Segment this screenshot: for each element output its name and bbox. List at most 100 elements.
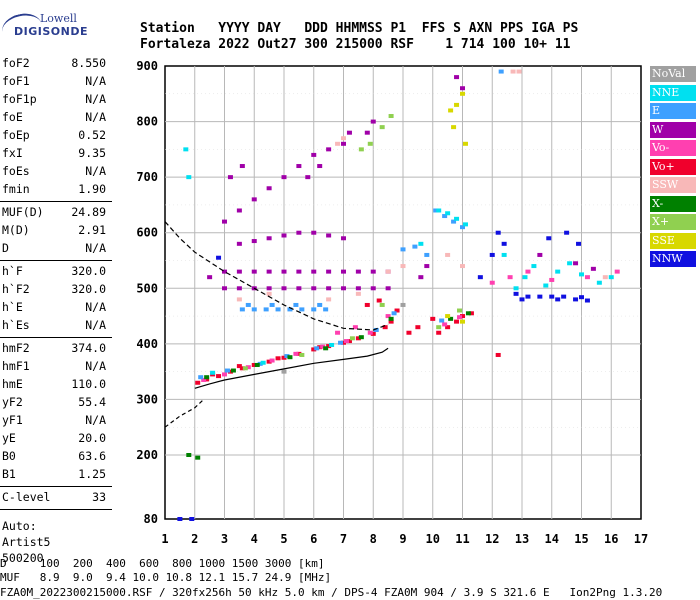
data-point xyxy=(311,307,317,312)
data-point xyxy=(317,302,323,307)
data-point xyxy=(379,302,385,307)
param-yf2: yF2 55.4 xyxy=(0,395,112,413)
data-point xyxy=(186,175,192,180)
x-tick-label: 4 xyxy=(251,532,258,546)
data-point xyxy=(343,339,349,344)
data-point xyxy=(564,230,570,235)
data-point xyxy=(236,241,242,246)
data-point xyxy=(329,342,335,347)
data-point xyxy=(323,307,329,312)
data-point xyxy=(320,344,326,349)
footer-file-row: FZA0M_2022300215000.RSF / 320fx256h 50 k… xyxy=(0,586,663,599)
panel-separator xyxy=(0,260,112,261)
data-point xyxy=(198,375,204,380)
param-label: M(D) xyxy=(2,223,30,237)
data-point xyxy=(349,336,355,341)
param-label: MUF(D) xyxy=(2,205,44,219)
x-tick-label: 12 xyxy=(485,532,499,546)
param-label: C-level xyxy=(2,490,51,504)
data-point xyxy=(454,319,460,324)
data-point xyxy=(495,352,501,357)
param-b0: B0 63.6 xyxy=(0,449,112,467)
legend-ssw: SSW xyxy=(650,177,696,193)
data-point xyxy=(573,261,579,266)
param-d: D N/A xyxy=(0,241,112,259)
data-point xyxy=(296,286,302,291)
x-tick-label: 5 xyxy=(280,532,287,546)
x-tick-label: 13 xyxy=(515,532,529,546)
param-label: h`F2 xyxy=(2,282,30,296)
data-point xyxy=(186,453,192,457)
data-point xyxy=(352,325,358,330)
data-point xyxy=(355,269,361,274)
data-point xyxy=(242,366,248,371)
data-point xyxy=(195,455,201,460)
data-point xyxy=(394,308,400,313)
data-point xyxy=(183,147,189,152)
data-point xyxy=(561,294,567,299)
param-value: N/A xyxy=(85,359,106,373)
param-fxi: fxI 9.35 xyxy=(0,146,112,164)
data-point xyxy=(239,307,245,312)
data-point xyxy=(457,308,463,313)
panel-separator xyxy=(0,337,112,338)
param-label: fxI xyxy=(2,146,23,160)
data-point xyxy=(236,286,242,291)
param-value: N/A xyxy=(85,300,106,314)
data-point xyxy=(468,311,474,316)
data-point xyxy=(445,252,451,257)
data-point xyxy=(537,252,543,257)
param-label: h`Es xyxy=(2,318,30,332)
data-point xyxy=(245,365,251,370)
data-point xyxy=(311,269,317,274)
data-point xyxy=(460,225,465,230)
data-point xyxy=(406,330,412,335)
data-point xyxy=(501,241,507,246)
data-point xyxy=(189,517,195,521)
param-value: 320.0 xyxy=(71,282,106,296)
data-point xyxy=(314,346,320,351)
param-label: fmin xyxy=(2,182,30,196)
data-point xyxy=(451,125,457,130)
data-point xyxy=(326,286,332,291)
param-foep: foEp 0.52 xyxy=(0,128,112,146)
panel-separator xyxy=(0,486,112,487)
data-point xyxy=(222,219,227,224)
param-label: foEp xyxy=(2,128,30,142)
data-point xyxy=(579,295,584,300)
param-clevel: C-level 33 xyxy=(0,490,112,508)
data-point xyxy=(341,269,346,274)
y-tick-label: 500 xyxy=(136,281,158,295)
param-value: 1.90 xyxy=(78,182,106,196)
data-point xyxy=(388,319,394,324)
param-value: 374.0 xyxy=(71,341,106,355)
data-point xyxy=(299,352,305,357)
param-ye: yE 20.0 xyxy=(0,431,112,449)
data-point xyxy=(275,307,281,312)
data-point xyxy=(537,294,543,299)
y-tick-label: 800 xyxy=(136,115,158,129)
data-point xyxy=(462,141,468,146)
data-point xyxy=(281,269,287,274)
data-point xyxy=(525,294,531,299)
data-point xyxy=(462,222,468,227)
data-point xyxy=(281,175,287,180)
param-label: D xyxy=(2,241,9,255)
electron-density-profile xyxy=(194,347,389,389)
param-value: 8.550 xyxy=(71,56,106,70)
data-point xyxy=(355,336,361,341)
data-point xyxy=(549,277,555,282)
param-label: B0 xyxy=(2,449,16,463)
data-point xyxy=(373,327,379,332)
data-point xyxy=(370,119,376,124)
x-tick-label: 15 xyxy=(574,532,588,546)
data-point xyxy=(251,197,257,202)
data-point xyxy=(388,316,394,321)
data-point xyxy=(579,272,584,277)
data-point xyxy=(281,233,287,238)
data-point xyxy=(222,286,227,291)
param-label: h`E xyxy=(2,300,23,314)
data-point xyxy=(507,275,513,280)
data-point xyxy=(439,318,445,323)
data-point xyxy=(400,302,406,307)
